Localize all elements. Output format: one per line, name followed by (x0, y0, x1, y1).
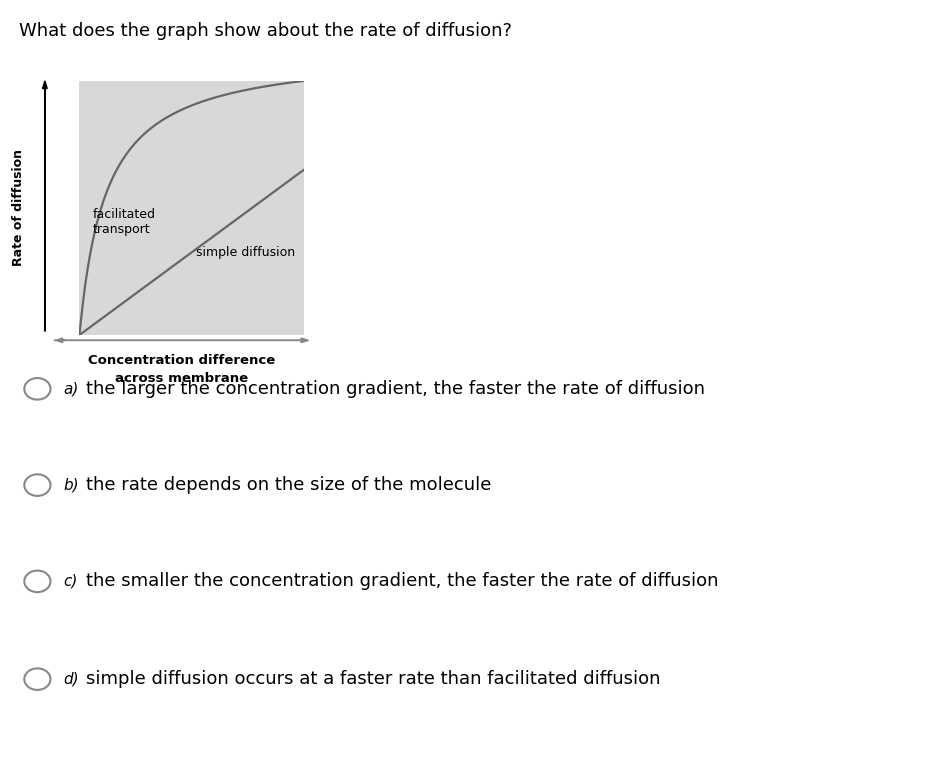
Text: the larger the concentration gradient, the faster the rate of diffusion: the larger the concentration gradient, t… (86, 380, 705, 398)
Text: simple diffusion occurs at a faster rate than facilitated diffusion: simple diffusion occurs at a faster rate… (86, 670, 660, 688)
Text: facilitated
transport: facilitated transport (93, 208, 156, 236)
Text: d): d) (64, 671, 79, 687)
Text: c): c) (64, 574, 78, 589)
Text: Rate of diffusion: Rate of diffusion (12, 149, 25, 266)
Text: the smaller the concentration gradient, the faster the rate of diffusion: the smaller the concentration gradient, … (86, 572, 718, 591)
Text: simple diffusion: simple diffusion (196, 246, 295, 259)
Text: a): a) (64, 381, 79, 397)
Text: Concentration difference
across membrane: Concentration difference across membrane (88, 354, 275, 385)
Text: the rate depends on the size of the molecule: the rate depends on the size of the mole… (86, 476, 492, 494)
Text: What does the graph show about the rate of diffusion?: What does the graph show about the rate … (19, 22, 511, 39)
Text: b): b) (64, 477, 79, 493)
